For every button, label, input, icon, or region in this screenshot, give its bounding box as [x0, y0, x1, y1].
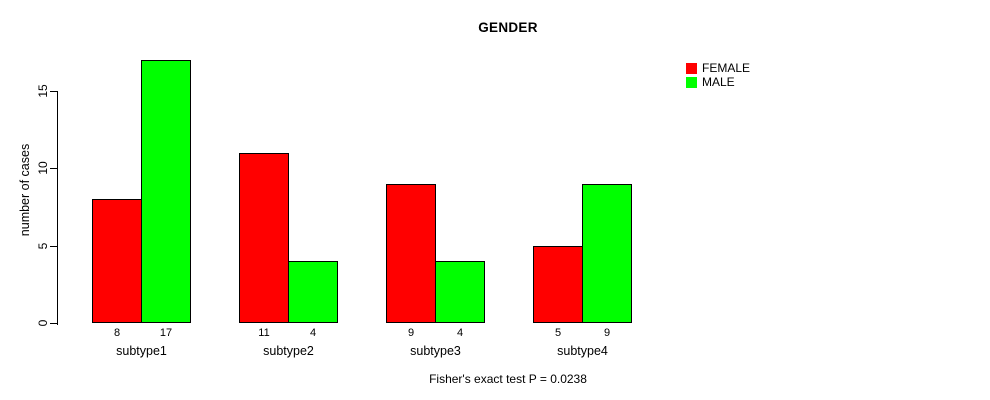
- bar-female-subtype3: [386, 183, 436, 323]
- y-tick-mark: [50, 91, 57, 92]
- bar-value-label: 17: [159, 327, 173, 339]
- bar-male-subtype1: [141, 59, 191, 323]
- y-tick-label: 10: [36, 161, 50, 175]
- bar-female-subtype1: [92, 199, 142, 323]
- x-category-label-subtype2: subtype2: [263, 344, 314, 358]
- legend-item-male: MALE: [686, 75, 750, 89]
- annotation-text: Fisher's exact test P = 0.0238: [429, 372, 587, 386]
- y-tick-label: 5: [36, 242, 50, 250]
- y-tick-mark: [50, 246, 57, 247]
- chart-title: GENDER: [478, 20, 538, 35]
- x-category-label-subtype3: subtype3: [410, 344, 461, 358]
- bar-value-label: 4: [309, 327, 317, 339]
- x-category-label-subtype4: subtype4: [557, 344, 608, 358]
- legend-swatch-male: [686, 76, 697, 88]
- bar-male-subtype2: [288, 261, 338, 323]
- bar-value-label: 5: [554, 327, 562, 339]
- legend-label: MALE: [702, 75, 735, 89]
- y-tick-mark: [50, 168, 57, 169]
- x-category-label-subtype1: subtype1: [116, 344, 167, 358]
- legend: FEMALE MALE: [686, 61, 750, 89]
- legend-swatch-female: [686, 62, 697, 74]
- bar-male-subtype4: [582, 183, 632, 323]
- bar-female-subtype2: [239, 152, 289, 323]
- bar-value-label: 4: [456, 327, 464, 339]
- bar-female-subtype4: [533, 245, 583, 323]
- bar-value-label: 8: [113, 327, 121, 339]
- y-tick-mark: [50, 323, 57, 324]
- bar-value-label: 11: [258, 327, 270, 339]
- y-tick-label: 0: [36, 319, 50, 327]
- bar-male-subtype3: [435, 261, 485, 323]
- bar-value-label: 9: [407, 327, 415, 339]
- y-tick-label: 15: [36, 84, 50, 98]
- y-axis-label: number of cases: [18, 143, 32, 237]
- legend-label: FEMALE: [702, 61, 751, 75]
- bar-value-label: 9: [603, 327, 611, 339]
- y-axis-line: [57, 91, 58, 325]
- legend-item-female: FEMALE: [686, 61, 750, 75]
